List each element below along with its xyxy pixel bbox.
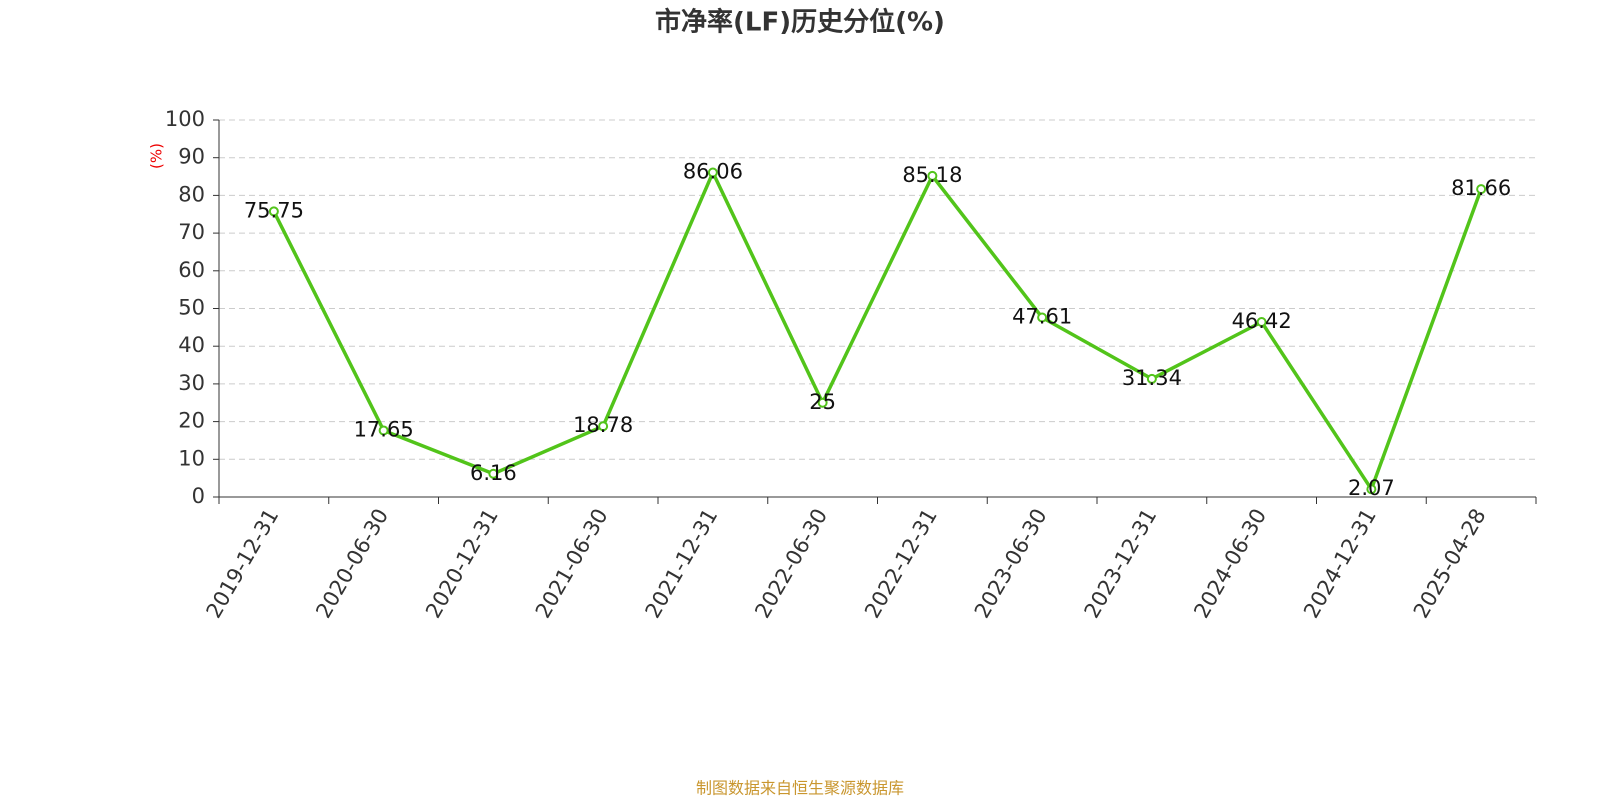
point [707,167,718,178]
x-tick-label: 2021-12-31 [641,505,723,623]
data-label: 17.65 [354,417,414,441]
point [1146,373,1157,384]
data-label: 18.78 [573,413,633,437]
point [817,397,828,408]
data-label: 6.16 [470,461,517,485]
point [378,425,389,436]
point [268,206,279,217]
point [1366,484,1377,495]
y-axis-label: (%) [148,143,166,169]
y-tick-label: 20 [178,409,205,433]
x-tick-label: 2024-12-31 [1299,505,1381,623]
x-tick-label: 2022-12-31 [860,505,942,623]
data-label: 86.06 [683,160,743,184]
y-tick-label: 0 [192,484,205,508]
y-tick-label: 10 [178,446,205,470]
x-tick-label: 2023-06-30 [970,505,1052,623]
x-tick-label: 2019-12-31 [202,505,284,623]
y-tick-label: 100 [165,107,205,131]
point [1256,316,1267,327]
y-tick-label: 80 [178,182,205,206]
y-tick-label: 60 [178,258,205,282]
line [272,170,1483,491]
point [1476,184,1487,195]
data-label: 31.34 [1122,366,1182,390]
data-label: 46.42 [1232,309,1292,333]
data-label: 85.18 [902,163,962,187]
y-tick-label: 30 [178,371,205,395]
data-label: 81.66 [1451,176,1511,200]
y-tick-label: 70 [178,220,205,244]
x-tick-label: 2020-12-31 [421,505,503,623]
y-tick-label: 90 [178,145,205,169]
source-note: 制图数据来自恒生聚源数据库 [696,779,904,798]
data-label: 75.75 [244,198,304,222]
chart-title: 市净率(LF)历史分位(%) [655,7,945,38]
data-label: 47.61 [1012,305,1072,329]
x-tick-label: 2024-06-30 [1189,505,1271,623]
x-tick-label: 2022-06-30 [750,505,832,623]
point [927,170,938,181]
y-tick-label: 50 [178,296,205,320]
data-label: 25 [809,390,836,414]
x-tick-label: 2023-12-31 [1080,505,1162,623]
x-tick-label: 2025-04-28 [1409,505,1491,623]
y-tick-label: 40 [178,333,205,357]
data-label: 2.07 [1348,476,1395,500]
point [488,468,499,479]
point [1037,312,1048,323]
point [598,421,609,432]
x-tick-label: 2021-06-30 [531,505,613,623]
x-tick-label: 2020-06-30 [311,505,393,623]
